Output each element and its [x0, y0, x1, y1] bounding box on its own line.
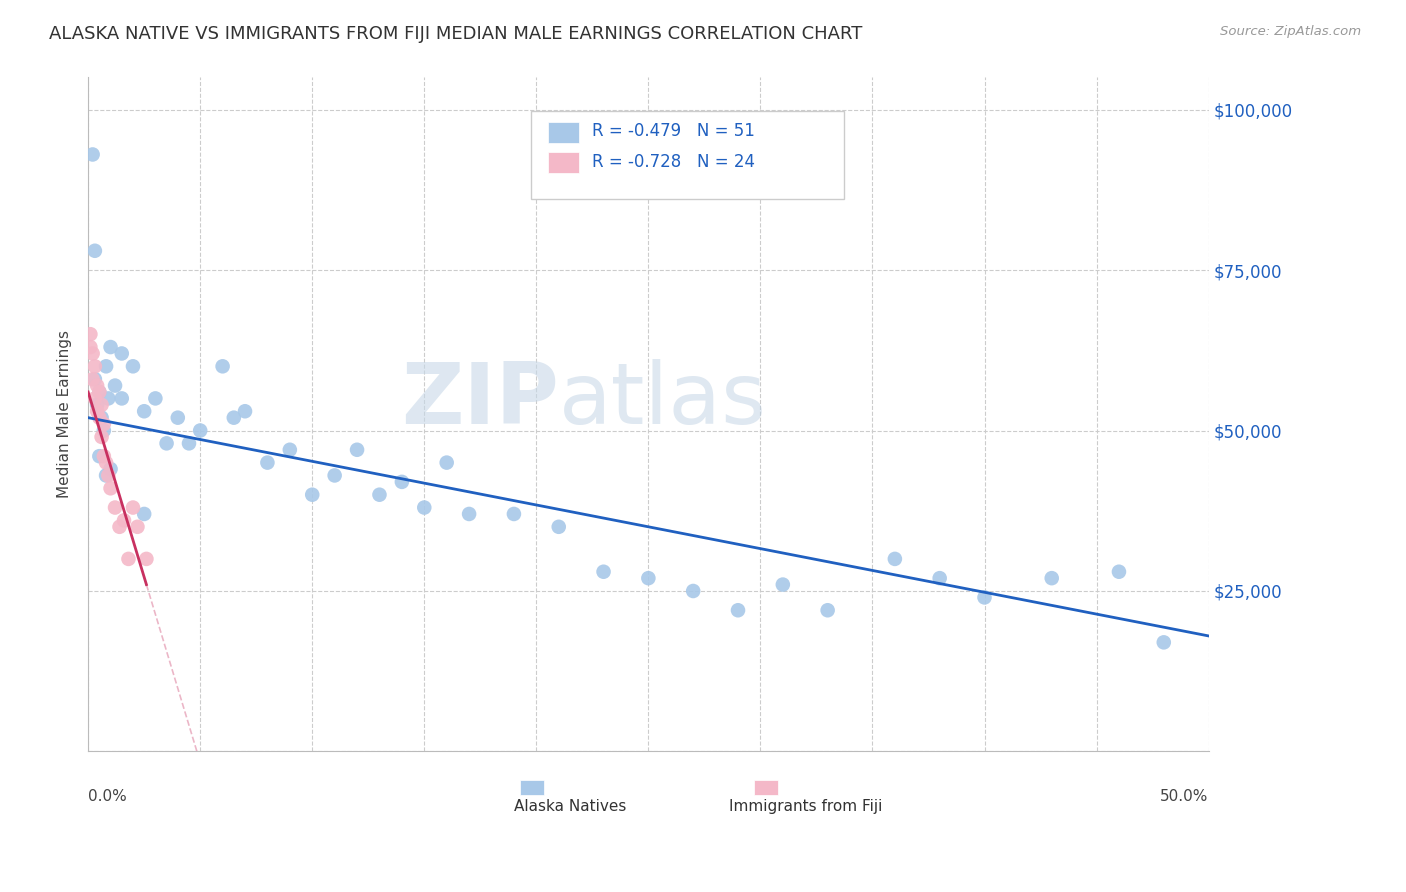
Point — [301, 488, 323, 502]
Point — [86, 378, 108, 392]
Point — [97, 468, 120, 483]
Point — [86, 398, 108, 412]
Point — [637, 571, 659, 585]
Point — [135, 552, 157, 566]
Point — [391, 475, 413, 489]
Point — [104, 378, 127, 392]
Point — [93, 417, 115, 431]
Point — [256, 456, 278, 470]
Point — [134, 507, 156, 521]
Point — [89, 449, 111, 463]
Point — [928, 571, 950, 585]
Text: ALASKA NATIVE VS IMMIGRANTS FROM FIJI MEDIAN MALE EARNINGS CORRELATION CHART: ALASKA NATIVE VS IMMIGRANTS FROM FIJI ME… — [49, 25, 863, 43]
Point — [177, 436, 200, 450]
Point — [79, 327, 101, 342]
Point — [122, 359, 145, 374]
Point — [82, 346, 104, 360]
Point — [413, 500, 436, 515]
Point — [86, 404, 108, 418]
Text: R = -0.728   N = 24: R = -0.728 N = 24 — [592, 153, 755, 170]
Point — [458, 507, 481, 521]
Text: 50.0%: 50.0% — [1160, 789, 1209, 804]
Point — [368, 488, 391, 502]
FancyBboxPatch shape — [754, 780, 779, 796]
Text: R = -0.479   N = 51: R = -0.479 N = 51 — [592, 122, 755, 140]
Point — [82, 147, 104, 161]
Point — [682, 584, 704, 599]
FancyBboxPatch shape — [520, 780, 544, 796]
Point — [222, 410, 245, 425]
Point — [117, 552, 139, 566]
Point — [134, 404, 156, 418]
Point — [82, 372, 104, 386]
FancyBboxPatch shape — [547, 152, 579, 173]
Point — [973, 591, 995, 605]
Point — [90, 430, 112, 444]
Point — [83, 392, 105, 406]
Point — [727, 603, 749, 617]
Point — [122, 500, 145, 515]
Text: Immigrants from Fiji: Immigrants from Fiji — [728, 798, 882, 814]
Point — [1108, 565, 1130, 579]
Point — [166, 410, 188, 425]
Point — [111, 346, 134, 360]
Text: ZIP: ZIP — [401, 359, 558, 442]
Text: atlas: atlas — [558, 359, 766, 442]
Point — [90, 410, 112, 425]
Point — [93, 424, 115, 438]
Point — [90, 398, 112, 412]
Point — [83, 372, 105, 386]
Point — [592, 565, 614, 579]
Point — [127, 520, 149, 534]
Point — [100, 340, 122, 354]
Point — [772, 577, 794, 591]
FancyBboxPatch shape — [530, 112, 845, 199]
Point — [108, 520, 131, 534]
Point — [503, 507, 526, 521]
Point — [111, 392, 134, 406]
Point — [346, 442, 368, 457]
Point — [145, 392, 167, 406]
Point — [79, 340, 101, 354]
Point — [1040, 571, 1063, 585]
Point — [93, 449, 115, 463]
Point — [112, 513, 135, 527]
Point — [104, 500, 127, 515]
Point — [94, 456, 117, 470]
Point — [233, 404, 256, 418]
Y-axis label: Median Male Earnings: Median Male Earnings — [58, 330, 72, 499]
Point — [188, 424, 211, 438]
Text: 0.0%: 0.0% — [89, 789, 127, 804]
Point — [89, 384, 111, 399]
Point — [436, 456, 458, 470]
Point — [1153, 635, 1175, 649]
Point — [89, 410, 111, 425]
Point — [211, 359, 233, 374]
Point — [83, 244, 105, 258]
FancyBboxPatch shape — [547, 122, 579, 144]
Text: Alaska Natives: Alaska Natives — [513, 798, 626, 814]
Point — [97, 392, 120, 406]
Text: Source: ZipAtlas.com: Source: ZipAtlas.com — [1220, 25, 1361, 38]
Point — [547, 520, 569, 534]
Point — [883, 552, 905, 566]
Point — [323, 468, 346, 483]
Point — [278, 442, 301, 457]
Point — [83, 359, 105, 374]
Point — [100, 462, 122, 476]
Point — [817, 603, 839, 617]
Point — [94, 359, 117, 374]
Point — [89, 384, 111, 399]
Point — [155, 436, 177, 450]
Point — [94, 468, 117, 483]
Point — [100, 481, 122, 495]
